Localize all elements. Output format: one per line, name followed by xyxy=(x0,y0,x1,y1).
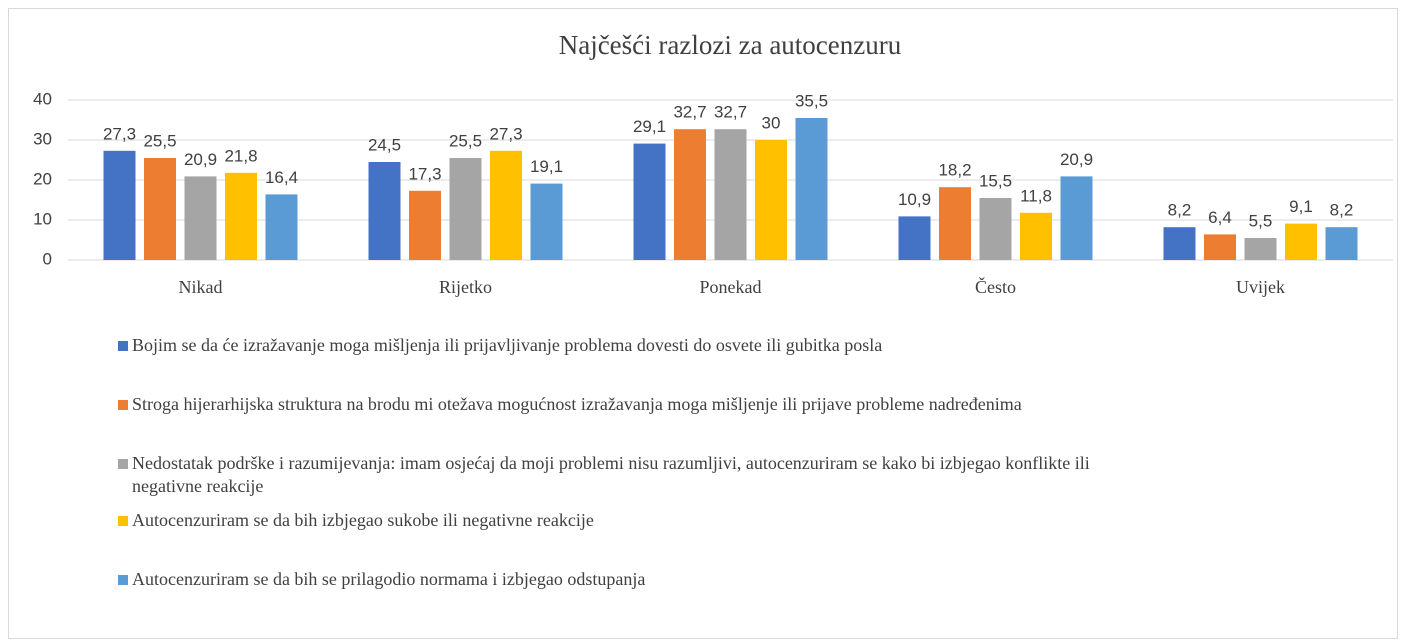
bar xyxy=(939,187,971,260)
bar xyxy=(1325,227,1358,260)
value-label: 27,3 xyxy=(103,124,136,143)
chart-frame xyxy=(8,8,1398,639)
bar xyxy=(184,176,217,260)
value-label: 25,5 xyxy=(449,131,482,150)
bar xyxy=(1060,176,1093,260)
legend-label: Stroga hijerarhijska struktura na brodu … xyxy=(132,394,1022,414)
value-label: 29,1 xyxy=(633,117,666,136)
bar xyxy=(265,194,298,260)
bar xyxy=(979,198,1012,260)
bar xyxy=(898,216,931,260)
bar xyxy=(633,143,666,260)
chart-title: Najčešći razlozi za autocenzuru xyxy=(559,30,902,60)
value-label: 17,3 xyxy=(408,164,441,183)
x-tick-label: Ponekad xyxy=(700,277,762,297)
value-label: 8,2 xyxy=(1168,201,1192,220)
bar xyxy=(530,183,563,260)
legend-swatch xyxy=(118,459,128,469)
bar xyxy=(490,150,522,260)
value-label: 25,5 xyxy=(143,131,176,150)
value-label: 18,2 xyxy=(938,161,971,180)
value-label: 10,9 xyxy=(898,190,931,209)
legend-swatch xyxy=(118,516,128,526)
legend-swatch xyxy=(118,341,128,351)
bar xyxy=(1244,238,1277,260)
bar xyxy=(714,129,747,260)
legend-label: Autocenzuriram se da bih izbjegao sukobe… xyxy=(132,510,594,530)
x-tick-label: Često xyxy=(975,276,1016,297)
value-label: 5,5 xyxy=(1249,211,1273,230)
bar xyxy=(795,118,828,260)
value-label: 24,5 xyxy=(368,135,401,154)
value-label: 20,9 xyxy=(1060,150,1093,169)
bar xyxy=(225,172,257,260)
bar xyxy=(409,190,441,260)
value-label: 32,7 xyxy=(673,103,706,122)
legend-label: Bojim se da će izražavanje moga mišljenj… xyxy=(132,335,883,355)
bar xyxy=(368,162,401,260)
x-tick-label: Nikad xyxy=(179,277,223,297)
value-label: 9,1 xyxy=(1289,197,1313,216)
legend-swatch xyxy=(118,400,128,410)
legend-label: Autocenzuriram se da bih se prilagodio n… xyxy=(132,569,646,589)
value-label: 11,8 xyxy=(1020,186,1052,205)
y-tick-label: 40 xyxy=(33,89,52,108)
bar xyxy=(144,158,176,260)
legend-label: Nedostatak podrške i razumijevanja: imam… xyxy=(132,453,1090,496)
value-label: 35,5 xyxy=(795,91,828,110)
value-label: 32,7 xyxy=(714,103,747,122)
value-label: 20,9 xyxy=(184,150,217,169)
value-label: 15,5 xyxy=(979,171,1012,190)
bar xyxy=(674,129,706,260)
y-tick-label: 20 xyxy=(33,169,52,188)
bar xyxy=(1020,212,1052,260)
bar xyxy=(449,158,482,260)
value-label: 8,2 xyxy=(1330,201,1354,220)
bar xyxy=(1204,234,1236,260)
legend-swatch xyxy=(118,575,128,585)
value-label: 30 xyxy=(762,113,781,132)
value-label: 21,8 xyxy=(224,146,257,165)
value-label: 16,4 xyxy=(265,168,298,187)
value-label: 6,4 xyxy=(1208,208,1232,227)
bar xyxy=(1163,227,1196,260)
bar xyxy=(1285,223,1317,260)
x-tick-label: Rijetko xyxy=(439,277,492,297)
y-tick-label: 0 xyxy=(43,249,52,268)
y-tick-label: 10 xyxy=(33,209,52,228)
y-tick-label: 30 xyxy=(33,129,52,148)
value-label: 27,3 xyxy=(489,124,522,143)
bar xyxy=(755,140,787,260)
value-label: 19,1 xyxy=(530,157,563,176)
x-tick-label: Uvijek xyxy=(1236,277,1285,297)
bar xyxy=(103,150,136,260)
